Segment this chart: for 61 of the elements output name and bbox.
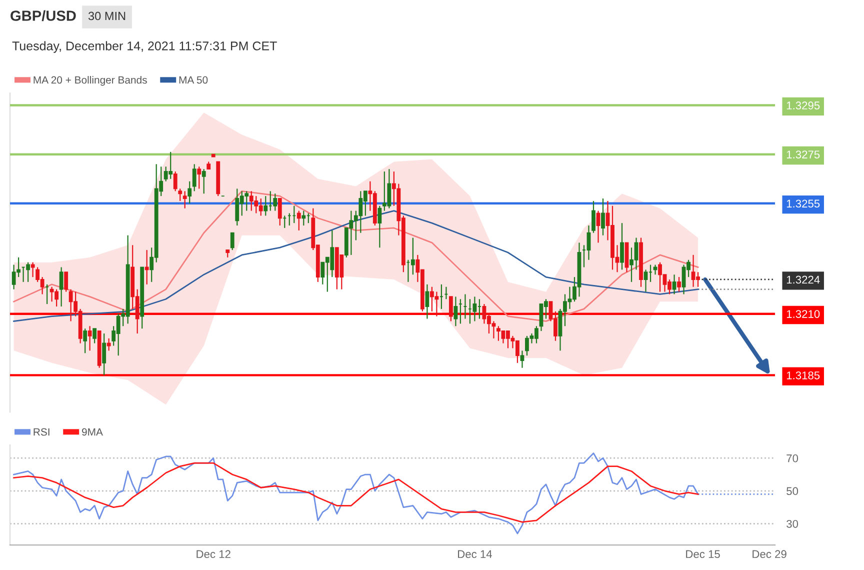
legend-label: MA 20 + Bollinger Bands xyxy=(34,76,147,86)
y-tick-label: 1.3185 xyxy=(786,371,820,380)
candlestick xyxy=(182,190,187,209)
candlestick xyxy=(192,164,196,192)
candlestick xyxy=(520,350,524,368)
candlestick xyxy=(230,232,234,251)
candlestick xyxy=(202,168,206,194)
candlestick xyxy=(102,332,106,376)
candlestick xyxy=(144,249,149,285)
x-tick-label: Dec 15 xyxy=(686,550,720,558)
candlestick xyxy=(106,338,111,352)
y-tick-label: 50 xyxy=(786,487,798,496)
candlestick xyxy=(620,222,624,270)
candlestick xyxy=(273,193,278,212)
candlestick xyxy=(188,180,192,204)
candlestick xyxy=(425,284,430,320)
y-tick-label: 1.3275 xyxy=(786,150,820,158)
candlestick xyxy=(454,296,458,327)
candlestick xyxy=(672,274,676,295)
candlestick xyxy=(302,210,306,226)
candlestick xyxy=(601,198,605,236)
candlestick xyxy=(448,296,453,322)
candlestick xyxy=(677,276,681,292)
candlestick xyxy=(173,170,178,192)
candlestick xyxy=(264,196,268,216)
candlestick xyxy=(59,266,64,308)
candlestick xyxy=(178,188,182,202)
y-tick-label: 30 xyxy=(786,520,798,528)
candlestick xyxy=(644,269,648,292)
candlestick xyxy=(30,262,35,278)
candlestick xyxy=(586,224,591,260)
line-series xyxy=(13,462,699,523)
candlestick xyxy=(296,210,301,231)
y-tick-label: 1.3224 xyxy=(786,276,820,284)
candlestick xyxy=(278,198,282,226)
line-series xyxy=(13,190,699,322)
candlestick xyxy=(472,296,477,322)
chart-title: GBP/USD xyxy=(10,10,76,22)
candlestick xyxy=(197,166,202,190)
candlestick xyxy=(592,200,596,234)
text: 30 MIN xyxy=(88,12,126,20)
candlestick xyxy=(83,328,88,354)
legend-label: RSI xyxy=(34,428,50,436)
candlestick xyxy=(64,272,68,292)
y-tick-label: 70 xyxy=(786,454,798,462)
candlestick xyxy=(378,205,382,248)
candlestick xyxy=(26,262,30,282)
candlestick xyxy=(410,237,415,276)
x-tick-label: Dec 14 xyxy=(458,550,492,558)
legend-label: 9MA xyxy=(82,428,103,436)
candlestick xyxy=(92,328,97,344)
y-tick-label: 1.3255 xyxy=(786,200,820,208)
y-tick-label: 1.3210 xyxy=(786,310,820,318)
line-series xyxy=(13,210,699,322)
chart-subtitle: Tuesday, December 14, 2021 11:57:31 PM CET xyxy=(12,41,277,53)
x-tick-label: Dec 12 xyxy=(196,550,230,558)
candlestick xyxy=(88,326,92,352)
candlestick xyxy=(653,264,658,276)
legend-label: MA 50 xyxy=(179,76,208,84)
y-tick-label: 1.3295 xyxy=(786,102,820,110)
x-tick-label: Dec 29 xyxy=(752,550,786,558)
